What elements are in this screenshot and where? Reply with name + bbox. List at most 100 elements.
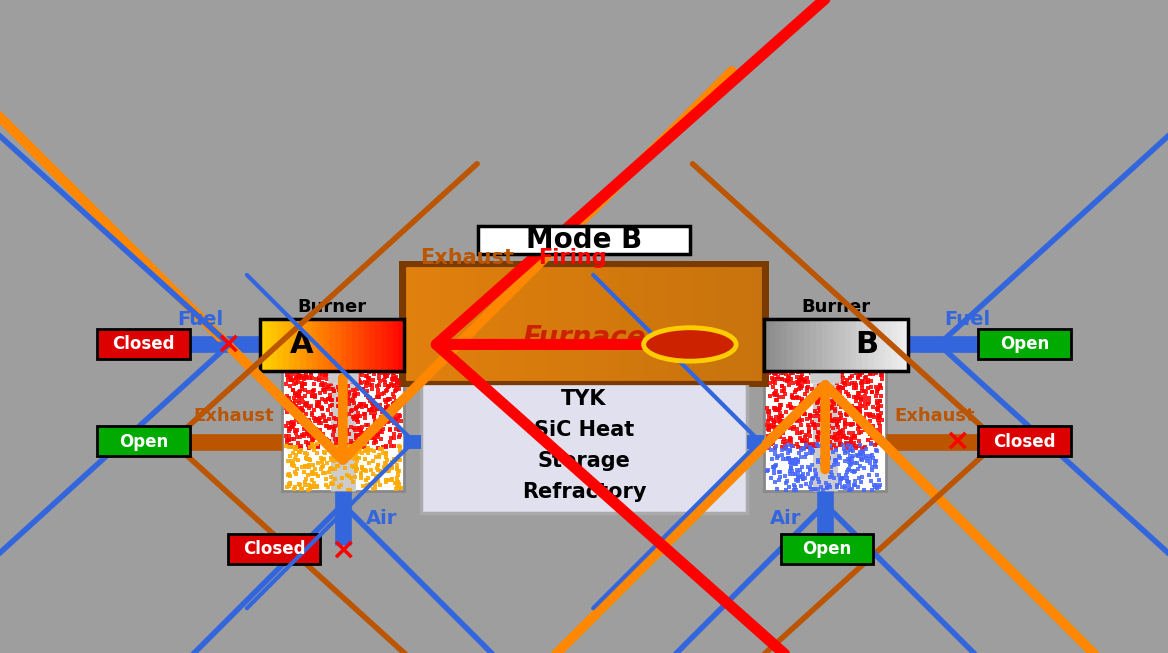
Bar (584, 264, 597, 383)
Bar (387, 319, 394, 371)
Bar (739, 264, 752, 383)
Bar (548, 264, 561, 383)
Bar (381, 319, 388, 371)
Bar (488, 264, 501, 383)
Bar (903, 319, 909, 371)
Bar (839, 319, 846, 371)
Bar (728, 264, 741, 383)
Bar (752, 264, 765, 383)
Bar (363, 319, 370, 371)
Bar (656, 264, 669, 383)
Bar (228, 534, 320, 564)
Bar (827, 319, 834, 371)
Text: Closed: Closed (993, 432, 1056, 451)
Bar (844, 319, 851, 371)
Bar (404, 264, 417, 383)
Bar (259, 319, 404, 371)
Bar (856, 319, 863, 371)
Bar (978, 329, 1071, 359)
Bar (399, 261, 769, 387)
Bar (632, 264, 645, 383)
Bar (716, 264, 729, 383)
Bar (874, 319, 881, 371)
Bar (259, 319, 266, 371)
Text: Exhaust: Exhaust (193, 407, 274, 425)
Bar (300, 319, 307, 371)
Bar (512, 264, 524, 383)
Ellipse shape (644, 328, 736, 361)
Bar (764, 370, 885, 491)
Text: Burner: Burner (298, 298, 367, 316)
Bar (811, 319, 816, 371)
Bar (536, 264, 549, 383)
Bar (478, 226, 690, 254)
Bar (398, 319, 405, 371)
Bar (524, 264, 537, 383)
Text: Air: Air (770, 509, 801, 528)
Bar (283, 319, 290, 371)
Bar (781, 319, 787, 371)
Bar (357, 319, 364, 371)
Text: B: B (855, 330, 878, 359)
Text: ×: × (945, 427, 969, 456)
Bar (452, 264, 465, 383)
Bar (500, 264, 513, 383)
Bar (97, 329, 190, 359)
Bar (335, 319, 341, 371)
Bar (862, 319, 869, 371)
Text: Air: Air (367, 509, 398, 528)
Bar (572, 264, 585, 383)
Bar (620, 264, 633, 383)
Bar (97, 426, 190, 456)
Bar (559, 264, 572, 383)
Bar (392, 319, 399, 371)
Bar (277, 319, 284, 371)
Bar (770, 319, 777, 371)
Text: Furnace: Furnace (522, 324, 646, 352)
Bar (680, 264, 693, 383)
Bar (799, 319, 805, 371)
Bar (416, 264, 429, 383)
Bar (644, 264, 656, 383)
Text: Fuel: Fuel (944, 310, 990, 329)
Bar (668, 264, 681, 383)
Bar (880, 319, 887, 371)
Bar (793, 319, 799, 371)
Bar (780, 534, 874, 564)
Bar (868, 319, 875, 371)
Text: Exhaust: Exhaust (894, 407, 975, 425)
Bar (704, 264, 717, 383)
Bar (306, 319, 313, 371)
Bar (978, 426, 1071, 456)
Bar (341, 319, 347, 371)
Bar (288, 319, 296, 371)
Bar (885, 319, 892, 371)
Bar (596, 264, 609, 383)
Bar (283, 370, 404, 491)
Bar (420, 383, 748, 513)
Bar (375, 319, 382, 371)
Bar (440, 264, 453, 383)
Bar (369, 319, 376, 371)
Text: Fuel: Fuel (176, 310, 223, 329)
Bar (787, 319, 793, 371)
Bar (318, 319, 324, 371)
Bar (764, 319, 909, 371)
Text: Open: Open (1000, 336, 1049, 353)
Bar (347, 319, 353, 371)
Bar (404, 264, 764, 383)
Bar (329, 319, 335, 371)
Text: Burner: Burner (801, 298, 870, 316)
Bar (294, 319, 301, 371)
Text: A: A (290, 330, 313, 359)
Bar (897, 319, 903, 371)
Bar (271, 319, 278, 371)
Bar (352, 319, 359, 371)
Text: ×: × (331, 536, 355, 565)
Bar (776, 319, 783, 371)
Text: Exhaust: Exhaust (420, 248, 514, 268)
Bar (691, 264, 704, 383)
Bar (464, 264, 477, 383)
Text: Open: Open (119, 432, 168, 451)
Bar (265, 319, 272, 371)
